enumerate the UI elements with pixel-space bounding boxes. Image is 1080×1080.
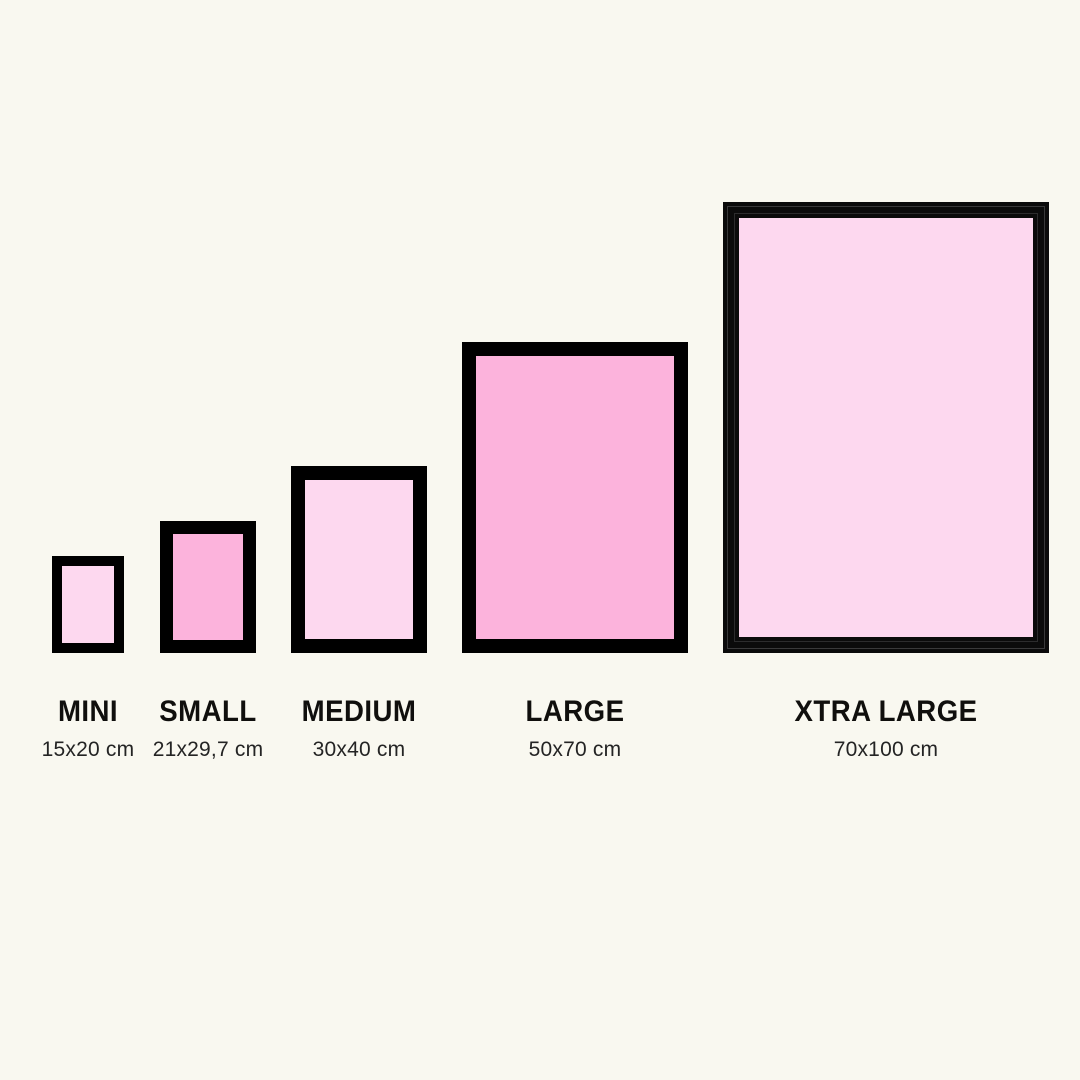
frame-large[interactable] xyxy=(462,342,688,653)
frame-dimensions-small: 21x29,7 cm xyxy=(152,738,264,761)
frame-name-large: LARGE xyxy=(525,695,625,728)
frame-name-mini: MINI xyxy=(57,695,119,728)
frame-small[interactable] xyxy=(160,521,256,653)
frame-name-small: SMALL xyxy=(159,695,257,728)
frame-dimensions-mini: 15x20 cm xyxy=(41,738,135,761)
frame-dimensions-medium: 30x40 cm xyxy=(312,738,406,761)
frame-name-xtra-large: XTRA LARGE xyxy=(794,695,978,728)
frame-dimensions-large: 50x70 cm xyxy=(528,738,622,761)
frame-art-medium xyxy=(305,480,413,639)
frame-art-mini xyxy=(62,566,114,643)
frame-art-large xyxy=(476,356,674,639)
frame-xtra-large[interactable] xyxy=(723,202,1049,653)
frame-medium[interactable] xyxy=(291,466,427,653)
frame-art-small xyxy=(173,534,243,640)
frame-name-medium: MEDIUM xyxy=(301,695,417,728)
frame-mini[interactable] xyxy=(52,556,124,653)
frame-art-xtra-large xyxy=(739,218,1033,637)
frame-dimensions-xtra-large: 70x100 cm xyxy=(833,738,939,761)
